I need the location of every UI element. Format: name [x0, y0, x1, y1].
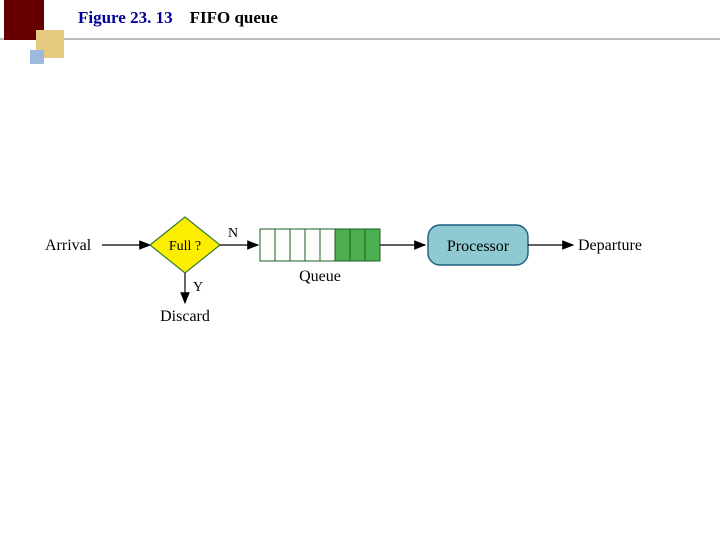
figure-title: FIFO queue [190, 8, 278, 27]
fifo-queue-diagram: Arrival Full ? N Y Discard Queue Processor Depa… [40, 195, 680, 335]
header-divider [0, 38, 720, 40]
svg-text:Discard: Discard [160, 308, 210, 325]
svg-text:Departure: Departure [578, 237, 642, 254]
svg-text:Processor: Processor [447, 238, 510, 255]
figure-caption: Figure 23. 13 FIFO queue [78, 8, 278, 28]
svg-text:Full ?: Full ? [169, 239, 201, 254]
slide-header: Figure 23. 13 FIFO queue [0, 0, 720, 48]
svg-text:N: N [228, 226, 238, 241]
svg-text:Arrival: Arrival [45, 237, 92, 254]
header-square [30, 50, 44, 64]
svg-text:Queue: Queue [299, 268, 341, 285]
svg-text:Y: Y [193, 280, 203, 295]
figure-number: Figure 23. 13 [78, 8, 173, 27]
